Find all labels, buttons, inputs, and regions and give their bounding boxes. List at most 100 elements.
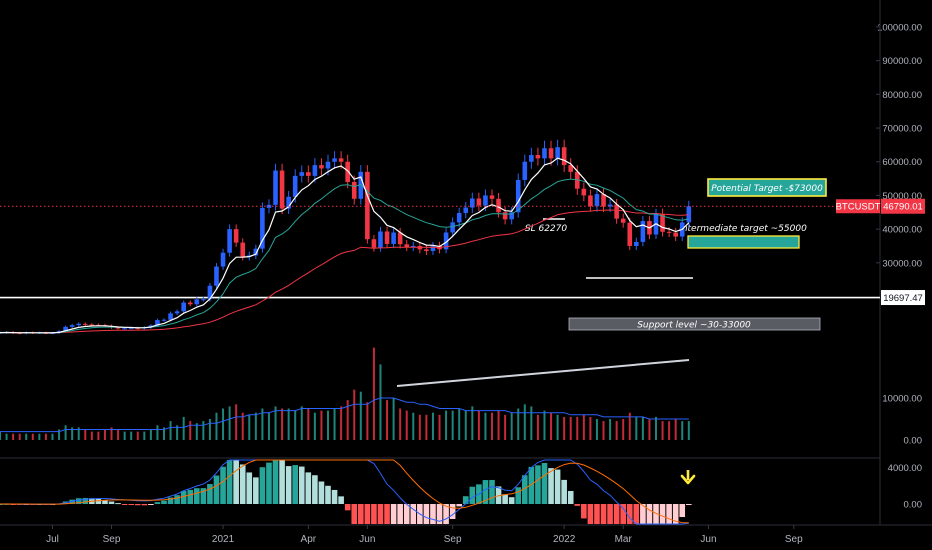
volume-bar <box>648 419 651 440</box>
candle-body <box>286 196 291 209</box>
macd-histogram-bar <box>443 504 449 524</box>
volume-bar <box>458 408 461 440</box>
time-x-axis: Jul Sep 2021 Apr Jun Sep 2022 Mar Jun Sep <box>46 525 803 545</box>
candle-body <box>181 302 186 312</box>
candle-body <box>115 327 121 329</box>
volume-bar <box>267 412 270 440</box>
volume-bar <box>143 431 146 440</box>
candle-body <box>620 218 626 223</box>
candle-body <box>489 195 495 199</box>
macd-histogram-bar <box>338 496 344 504</box>
volume-bar <box>550 412 553 440</box>
horizontal-line[interactable]: 19697.47 <box>0 290 925 306</box>
candle-body <box>325 161 331 169</box>
volume-bar <box>504 414 507 440</box>
macd-histogram-bar <box>397 504 403 524</box>
volume-bar <box>510 412 513 440</box>
candle-body <box>614 204 619 219</box>
volume-bar <box>563 416 566 440</box>
macd-histogram-bar <box>167 497 174 504</box>
volume-bar <box>169 421 172 440</box>
candle-body <box>476 198 482 206</box>
x-tick-label: 2021 <box>212 534 235 545</box>
volume-bar <box>589 416 592 440</box>
price-y-axis: 120000.00110000.00100000.0090000.0080000… <box>0 0 932 526</box>
volume-bar <box>235 404 238 440</box>
candle-body <box>155 320 160 326</box>
volume-bar <box>674 419 677 440</box>
volume-bar <box>602 421 605 440</box>
candle-body <box>371 239 377 248</box>
macd-histogram-bar <box>351 504 358 524</box>
volume-bar <box>366 402 369 440</box>
macd-histogram-bar <box>253 477 259 504</box>
macd-histogram-bar <box>364 504 371 524</box>
volume-trendline[interactable] <box>396 359 690 387</box>
macd-histogram-bar <box>613 504 620 524</box>
volume-bar <box>412 412 415 440</box>
candle-body <box>561 147 567 166</box>
macd-histogram-bar <box>607 504 613 524</box>
horizontal-line-value: 19697.47 <box>883 293 923 304</box>
x-tick-label: Apr <box>301 534 317 545</box>
macd-histogram-bar <box>226 460 233 504</box>
macd-histogram-bar <box>75 498 82 504</box>
intermediate-target-box[interactable]: Intermediate target ~55000 <box>679 224 807 249</box>
volume-bar <box>543 410 546 440</box>
support-level-box[interactable]: Support level ~30-33000 <box>568 317 821 331</box>
volume-bar <box>274 406 277 440</box>
volume-bar <box>379 364 382 440</box>
candle-body <box>240 242 246 257</box>
macd-histogram-bar <box>633 504 640 524</box>
macd-histogram-bar <box>554 469 561 504</box>
volume-bar <box>346 400 349 440</box>
volume-ma-line <box>0 397 689 433</box>
volume-bar <box>156 425 159 440</box>
macd-histogram-bar <box>410 504 417 524</box>
volume-bar <box>431 412 434 440</box>
candle-body <box>509 212 514 220</box>
candle-body <box>601 194 606 207</box>
volume-bar <box>189 421 192 440</box>
ema-fast-line <box>0 157 690 334</box>
volume-bar <box>595 419 598 440</box>
macd-histogram-bar <box>587 504 594 524</box>
macd-histogram-bar <box>449 504 456 519</box>
ema-slow-line <box>0 209 689 334</box>
macd-histogram-bar <box>502 494 508 504</box>
candle-body <box>594 194 600 207</box>
volume-bar <box>110 427 113 440</box>
volume-bar <box>353 389 356 440</box>
candle-body <box>260 207 265 249</box>
candle-body <box>522 161 528 180</box>
y-tick-label: 40000.00 <box>882 225 922 236</box>
volume-bar <box>84 429 87 440</box>
volume-bar <box>582 414 585 440</box>
candle-body <box>161 319 167 321</box>
volume-bar <box>313 412 316 440</box>
volume-bar <box>31 433 34 440</box>
macd-histogram-bar <box>266 462 272 504</box>
volume-bar <box>182 416 185 440</box>
candle-body <box>673 232 678 237</box>
candle-body <box>607 204 613 207</box>
volume-bar <box>661 421 664 440</box>
volume-bar <box>97 431 100 440</box>
macd-histogram-bar <box>174 495 180 504</box>
volume-bar <box>149 429 152 440</box>
candle-body <box>588 195 593 207</box>
macd-histogram-bar <box>371 504 377 524</box>
signal-line <box>0 459 689 524</box>
support-level-label: Support level ~30-33000 <box>637 321 751 331</box>
symbol-label: BTCUSDT <box>836 202 881 213</box>
macd-histogram-bar <box>469 486 476 504</box>
volume-bar <box>0 431 1 440</box>
y-tick-label: 30000.00 <box>882 258 922 269</box>
macd-histogram-bar <box>377 504 384 524</box>
potential-target-box[interactable]: Potential Target -$73000 <box>707 178 827 197</box>
macd-histogram-bar <box>298 466 305 504</box>
macd-tick-label: 4000.00 <box>888 463 922 474</box>
volume-bar <box>5 433 8 440</box>
